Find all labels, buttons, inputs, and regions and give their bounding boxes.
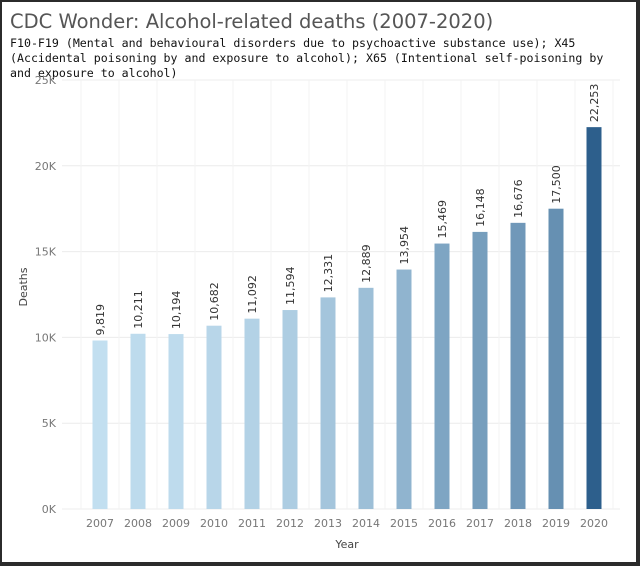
data-label-2017: 16,148 (474, 188, 487, 227)
chart-subtitle: F10-F19 (Mental and behavioural disorder… (10, 36, 604, 80)
data-label-2018: 16,676 (512, 179, 525, 218)
y-tick-label: 5K (42, 417, 57, 430)
bar-2015 (396, 269, 412, 509)
bar-2011 (244, 318, 260, 509)
x-tick-label: 2009 (162, 517, 190, 530)
bar-2020 (586, 127, 602, 509)
x-tick-label: 2007 (86, 517, 114, 530)
bar-2019 (548, 208, 564, 509)
x-tick-label: 2013 (314, 517, 342, 530)
data-label-2012: 11,594 (284, 267, 297, 306)
bar-2012 (282, 310, 298, 509)
bar-2016 (434, 243, 450, 510)
x-tick-label: 2019 (542, 517, 570, 530)
x-tick-label: 2011 (238, 517, 266, 530)
x-axis-title: Year (334, 538, 359, 551)
y-tick-label: 20K (35, 160, 57, 173)
bar-2013 (320, 297, 336, 509)
data-label-2007: 9,819 (94, 304, 107, 336)
chart-title: CDC Wonder: Alcohol-related deaths (2007… (10, 10, 494, 33)
x-tick-label: 2016 (428, 517, 456, 530)
bar-2010 (206, 325, 222, 509)
data-label-2008: 10,211 (132, 290, 145, 329)
data-label-2010: 10,682 (208, 282, 221, 321)
bar-2007 (92, 340, 108, 509)
x-tick-label: 2015 (390, 517, 418, 530)
data-label-2015: 13,954 (398, 226, 411, 265)
x-tick-label: 2017 (466, 517, 494, 530)
x-tick-label: 2012 (276, 517, 304, 530)
bar-2017 (472, 231, 488, 509)
y-tick-label: 25K (35, 74, 57, 87)
y-tick-label: 15K (35, 246, 57, 259)
bar-2018 (510, 222, 526, 509)
x-tick-label: 2020 (580, 517, 608, 530)
x-tick-label: 2010 (200, 517, 228, 530)
x-tick-label: 2008 (124, 517, 152, 530)
bar-2008 (130, 333, 146, 509)
x-tick-label: 2018 (504, 517, 532, 530)
data-label-2011: 11,092 (246, 275, 259, 314)
data-label-2016: 15,469 (436, 200, 449, 239)
bar-2009 (168, 334, 184, 509)
data-label-2009: 10,194 (170, 291, 183, 330)
y-tick-label: 10K (35, 331, 57, 344)
x-tick-label: 2014 (352, 517, 380, 530)
data-label-2013: 12,331 (322, 254, 335, 293)
data-label-2014: 12,889 (360, 244, 373, 283)
data-label-2020: 22,253 (588, 84, 601, 123)
data-label-2019: 17,500 (550, 165, 563, 204)
y-tick-label: 0K (42, 503, 57, 516)
y-axis-title: Deaths (17, 267, 30, 306)
bar-2014 (358, 287, 374, 509)
